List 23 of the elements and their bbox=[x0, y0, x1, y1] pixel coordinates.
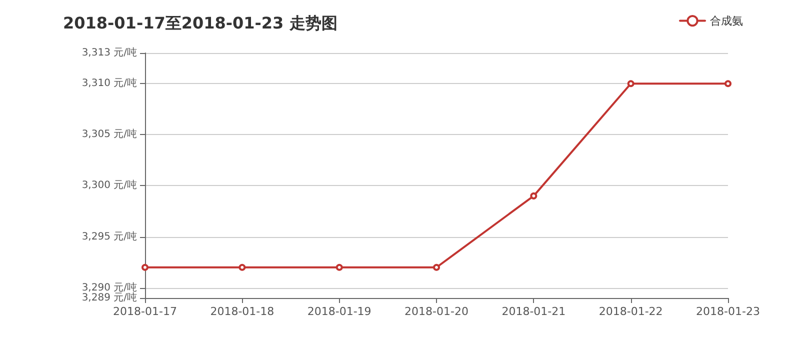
point bbox=[724, 80, 732, 88]
point bbox=[238, 264, 246, 271]
y-tick-label: 3,295 元/吨 bbox=[82, 230, 137, 242]
chart-title: 2018-01-17至2018-01-23 走势图 bbox=[63, 14, 338, 32]
y-tick-label: 3,305 元/吨 bbox=[82, 128, 137, 140]
y-tick-label: 3,300 元/吨 bbox=[82, 179, 137, 192]
point bbox=[336, 264, 343, 271]
y-tick-label: 3,310 元/吨 bbox=[82, 77, 137, 90]
legend-label: 合成氨 bbox=[710, 14, 743, 28]
point bbox=[433, 264, 440, 271]
x-tick-label: 2018-01-22 bbox=[598, 305, 663, 318]
x-tick-label: 2018-01-21 bbox=[502, 305, 566, 318]
point bbox=[142, 264, 148, 271]
x-tick-label: 2018-01-17 bbox=[113, 305, 177, 318]
y-tick-label: 3,290 元/吨 bbox=[82, 281, 137, 294]
x-tick-label: 2018-01-19 bbox=[307, 305, 372, 318]
y-tick-label: 3,289 元/吨 bbox=[82, 292, 137, 304]
x-tick-label: 2018-01-18 bbox=[210, 305, 274, 318]
point bbox=[530, 192, 538, 200]
point bbox=[627, 80, 634, 88]
x-tick-label: 2018-01-23 bbox=[696, 305, 760, 318]
y-tick-label: 3,313 元/吨 bbox=[82, 46, 137, 58]
x-tick-label: 2018-01-20 bbox=[404, 305, 468, 318]
